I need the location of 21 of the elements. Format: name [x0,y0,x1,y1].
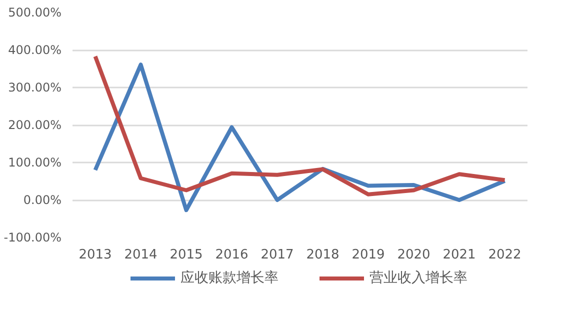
y-tick-label: -100.00% [4,230,62,244]
x-tick-label: 2020 [397,248,430,262]
x-tick-label: 2015 [170,248,203,262]
x-tick-label: 2021 [442,248,476,262]
x-tick-label: 2019 [352,248,385,262]
line-series [93,62,507,212]
y-tick-label: 100.00% [8,156,62,170]
x-tick-label: 2014 [124,248,158,262]
x-tick-label: 2016 [215,248,248,262]
legend-label: 营业收入增长率 [370,269,468,287]
y-tick-label: 200.00% [8,118,62,132]
legend-label: 应收账款增长率 [180,269,278,287]
x-tick-label: 2017 [260,248,294,262]
y-tick-label: 0.00% [23,193,62,207]
y-tick-label: 300.00% [8,80,62,94]
y-tick-label: 400.00% [8,43,62,57]
x-tick-label: 2022 [488,248,522,262]
line-series [93,54,507,196]
x-tick-label: 2018 [306,248,340,262]
x-tick-label: 2013 [78,248,112,262]
y-tick-label: 500.00% [8,6,62,20]
